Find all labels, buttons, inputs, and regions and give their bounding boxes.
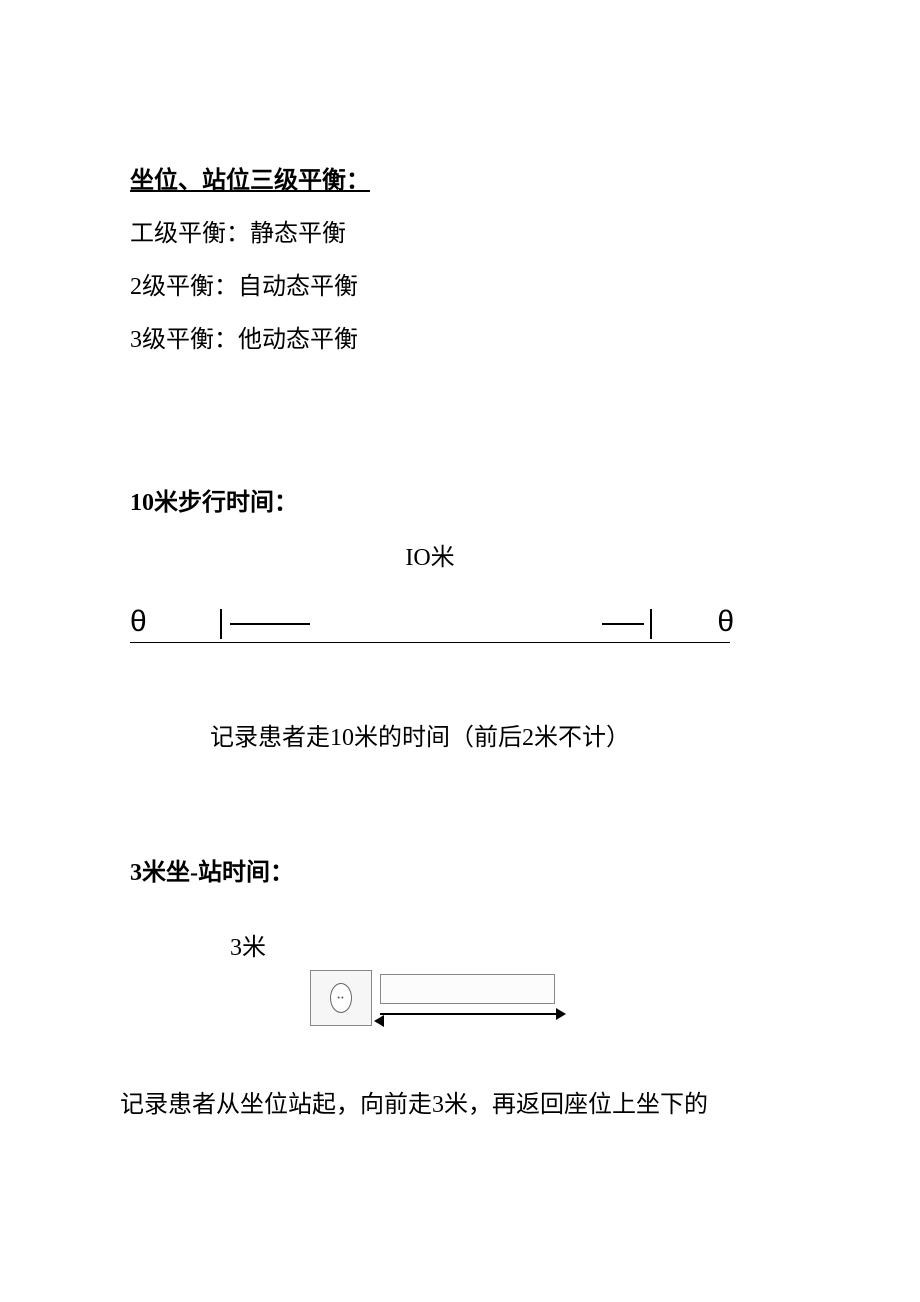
theta-right-icon: θ — [717, 605, 734, 639]
balance-level-3: 3级平衡：他动态平衡 — [130, 319, 790, 354]
balance-level-1: 工级平衡：静态平衡 — [130, 213, 790, 248]
tick-left — [220, 609, 222, 639]
sitstand-3m-label: 3米 — [230, 927, 790, 962]
arrow-head-right-icon — [556, 1008, 566, 1020]
baseline — [130, 642, 730, 643]
balance-heading: 坐位、站位三级平衡： — [130, 160, 790, 195]
walk-10m-diagram: IO米 θ θ — [130, 537, 730, 657]
chair-dots: •• — [337, 994, 345, 1003]
walk-path-rect — [380, 974, 555, 1004]
walk-10m-top-label: IO米 — [405, 537, 454, 572]
balance-level-2: 2级平衡：自动态平衡 — [130, 266, 790, 301]
theta-left-icon: θ — [130, 605, 147, 639]
segment-right — [602, 623, 644, 625]
sitstand-3m-heading: 3米坐-站时间： — [130, 852, 790, 887]
walk-10m-heading: 10米步行时间： — [130, 482, 790, 517]
sitstand-3m-caption: 记录患者从坐位站起，向前走3米，再返回座位上坐下的 — [120, 1084, 790, 1119]
arrow-line — [380, 1013, 560, 1015]
walk-10m-caption: 记录患者走10米的时间（前后2米不计） — [210, 717, 790, 752]
chair-icon: •• — [310, 970, 372, 1026]
arrow-head-left-icon — [374, 1015, 384, 1027]
segment-left — [230, 623, 310, 625]
tick-right — [650, 609, 652, 639]
sitstand-3m-diagram: •• — [310, 968, 570, 1044]
